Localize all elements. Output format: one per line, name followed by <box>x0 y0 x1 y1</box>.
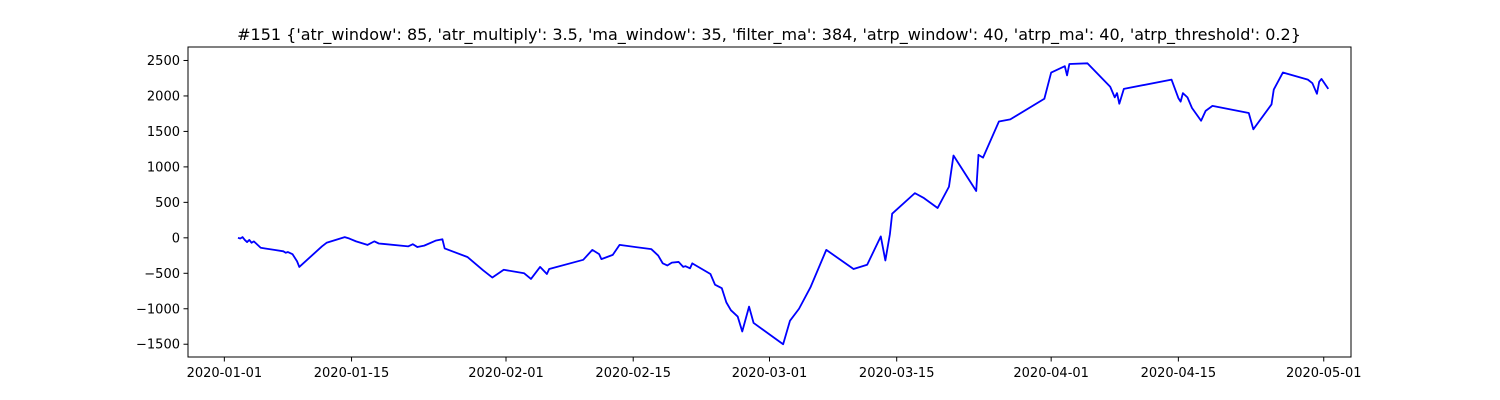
series-line-1 <box>237 62 1330 346</box>
x-tick-label: 2020-04-01 <box>1013 366 1089 381</box>
x-tick-label: 2020-01-15 <box>314 366 390 381</box>
plot-series <box>237 62 1330 346</box>
y-axis: −1500 −1000 −500 0 500 1000 1500 2000 2500 <box>136 54 188 353</box>
y-tick-label: 0 <box>172 231 180 246</box>
y-tick-label: 1000 <box>147 160 180 175</box>
y-tick-label: 500 <box>155 196 180 211</box>
x-tick-label: 2020-02-01 <box>468 366 544 381</box>
x-tick-label: 2020-02-15 <box>595 366 671 381</box>
y-tick-label: −1500 <box>136 338 180 353</box>
chart-title: #151 {'atr_window': 85, 'atr_multiply': … <box>237 25 1301 45</box>
x-tick-label: 2020-01-01 <box>187 366 263 381</box>
x-tick-label: 2020-05-01 <box>1286 366 1362 381</box>
plot-frame <box>187 46 1352 358</box>
y-tick-label: 1500 <box>147 125 180 140</box>
y-tick-label: 2500 <box>147 54 180 69</box>
y-tick-label: −1000 <box>136 302 180 317</box>
x-tick-label: 2020-03-15 <box>859 366 935 381</box>
x-tick-label: 2020-04-15 <box>1141 366 1217 381</box>
y-tick-label: −500 <box>144 267 180 282</box>
x-tick-label: 2020-03-01 <box>732 366 808 381</box>
y-tick-label: 2000 <box>147 89 180 104</box>
x-axis: 2020-01-01 2020-01-15 2020-02-01 2020-02-15… <box>187 357 1362 381</box>
